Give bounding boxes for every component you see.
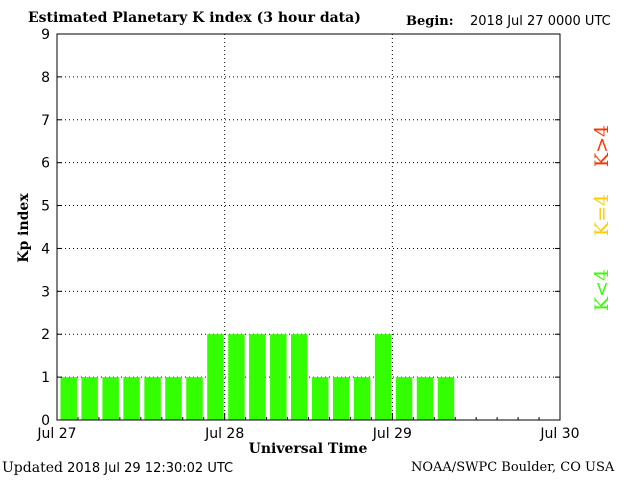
updated-timestamp: Updated 2018 Jul 29 12:30:02 UTC [2,460,233,476]
kp-bar [374,334,392,420]
kp-bar [312,377,329,420]
y-tick-label: 1 [41,370,50,386]
y-tick-label: 4 [41,241,50,257]
kp-bar [60,377,77,420]
x-tick-label: Jul 27 [36,426,76,442]
updated-value: 2018 Jul 29 12:30:02 UTC [67,461,234,476]
kp-bar [123,377,140,420]
kp-bar [332,377,350,420]
credit-text: NOAA/SWPC Boulder, CO USA [411,460,615,475]
y-tick-label: 7 [41,113,50,129]
begin-value: 2018 Jul 27 0000 UTC [470,14,611,29]
y-tick-label: 2 [41,327,50,343]
kp-bar [228,334,245,420]
y-tick-label: 5 [41,199,50,215]
kp-bar [416,377,434,420]
x-tick-label: Jul 29 [372,426,412,442]
y-tick-label: 0 [41,413,50,429]
kp-bar [249,334,266,420]
kp-bar [270,334,287,420]
x-axis-title: Universal Time [249,441,368,457]
y-tick-label: 8 [41,70,50,86]
legend-entry: K=4 [591,194,613,236]
kp-bar [102,377,119,420]
kp-bar [186,377,203,420]
x-tick-label: Jul 30 [539,426,579,442]
y-axis-title: Kp index [16,193,32,263]
kp-bar [81,377,98,420]
kp-bar [291,334,308,420]
y-tick-label: 9 [41,27,50,43]
y-tick-label: 3 [41,284,50,300]
kp-bar [144,377,161,420]
kp-bar [395,377,413,420]
y-tick-label: 6 [41,156,50,172]
plot-area [57,34,560,420]
kp-bar [207,334,224,420]
updated-label: Updated [2,460,63,476]
kp-bar [437,377,455,420]
legend-entry: K>4 [591,125,613,167]
begin-label: Begin: [406,14,454,29]
kp-bar [165,377,182,420]
chart-title: Estimated Planetary K index (3 hour data… [28,10,361,26]
x-tick-label: Jul 28 [204,426,244,442]
legend-entry: K<4 [591,269,613,311]
kp-bar [353,377,371,420]
